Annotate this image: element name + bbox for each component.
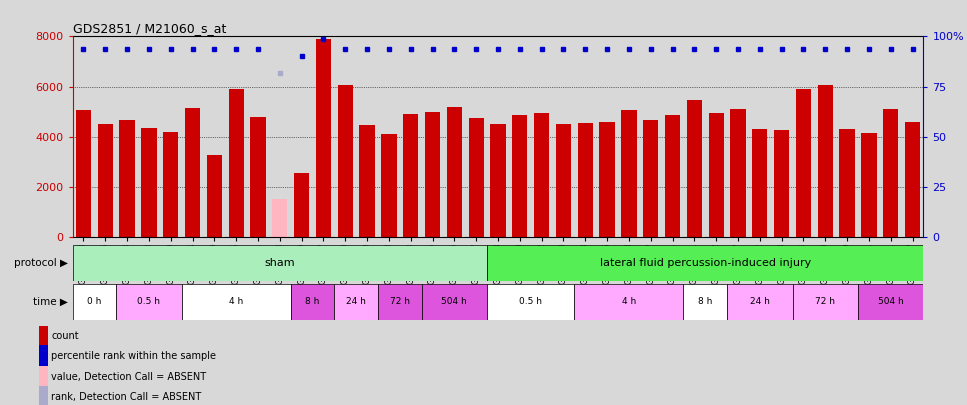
- Bar: [316, 39, 331, 237]
- Bar: [796, 89, 811, 237]
- Bar: [335, 284, 378, 320]
- Bar: [182, 284, 291, 320]
- Bar: [39, 386, 48, 405]
- Bar: [337, 85, 353, 237]
- Bar: [858, 284, 923, 320]
- Bar: [577, 123, 593, 237]
- Bar: [621, 111, 636, 237]
- Bar: [643, 120, 659, 237]
- Bar: [116, 284, 182, 320]
- Text: 0.5 h: 0.5 h: [137, 297, 161, 306]
- Text: 8 h: 8 h: [306, 297, 320, 306]
- Bar: [425, 112, 440, 237]
- Text: 4 h: 4 h: [622, 297, 636, 306]
- Bar: [490, 124, 506, 237]
- Bar: [228, 89, 244, 237]
- Bar: [862, 133, 876, 237]
- Bar: [422, 284, 487, 320]
- Bar: [687, 100, 702, 237]
- Text: 72 h: 72 h: [390, 297, 410, 306]
- Bar: [447, 107, 462, 237]
- Bar: [727, 284, 793, 320]
- Text: 8 h: 8 h: [698, 297, 713, 306]
- Bar: [272, 199, 287, 237]
- Bar: [291, 284, 335, 320]
- Bar: [883, 109, 898, 237]
- Bar: [381, 134, 396, 237]
- Text: value, Detection Call = ABSENT: value, Detection Call = ABSENT: [51, 371, 206, 382]
- Text: lateral fluid percussion-induced injury: lateral fluid percussion-induced injury: [600, 258, 811, 268]
- Bar: [730, 109, 746, 237]
- Bar: [556, 124, 571, 237]
- Text: time ▶: time ▶: [33, 297, 68, 307]
- Text: GDS2851 / M21060_s_at: GDS2851 / M21060_s_at: [73, 22, 226, 35]
- Bar: [774, 130, 789, 237]
- Bar: [163, 132, 178, 237]
- Bar: [360, 126, 375, 237]
- Bar: [120, 120, 134, 237]
- Bar: [600, 122, 615, 237]
- Bar: [294, 173, 309, 237]
- Bar: [665, 115, 680, 237]
- Text: 72 h: 72 h: [815, 297, 835, 306]
- Bar: [73, 245, 487, 281]
- Bar: [75, 111, 91, 237]
- Bar: [793, 284, 858, 320]
- Bar: [378, 284, 422, 320]
- Bar: [839, 129, 855, 237]
- Text: count: count: [51, 330, 79, 341]
- Bar: [469, 118, 484, 237]
- Text: protocol ▶: protocol ▶: [14, 258, 68, 268]
- Bar: [487, 284, 574, 320]
- Bar: [73, 284, 116, 320]
- Text: percentile rank within the sample: percentile rank within the sample: [51, 351, 217, 361]
- Bar: [752, 129, 768, 237]
- Text: sham: sham: [265, 258, 295, 268]
- Bar: [487, 245, 923, 281]
- Bar: [39, 345, 48, 367]
- Bar: [905, 122, 921, 237]
- Bar: [574, 284, 684, 320]
- Text: 504 h: 504 h: [442, 297, 467, 306]
- Text: 0.5 h: 0.5 h: [519, 297, 542, 306]
- Text: 504 h: 504 h: [878, 297, 903, 306]
- Bar: [185, 108, 200, 237]
- Bar: [250, 117, 266, 237]
- Text: 4 h: 4 h: [229, 297, 244, 306]
- Bar: [534, 113, 549, 237]
- Bar: [684, 284, 727, 320]
- Bar: [39, 365, 48, 388]
- Text: 24 h: 24 h: [749, 297, 770, 306]
- Bar: [39, 324, 48, 347]
- Bar: [818, 85, 833, 237]
- Bar: [403, 114, 419, 237]
- Text: rank, Detection Call = ABSENT: rank, Detection Call = ABSENT: [51, 392, 201, 402]
- Bar: [98, 124, 113, 237]
- Text: 24 h: 24 h: [346, 297, 366, 306]
- Bar: [207, 156, 222, 237]
- Bar: [141, 128, 157, 237]
- Bar: [513, 115, 527, 237]
- Bar: [709, 113, 724, 237]
- Text: 0 h: 0 h: [87, 297, 102, 306]
